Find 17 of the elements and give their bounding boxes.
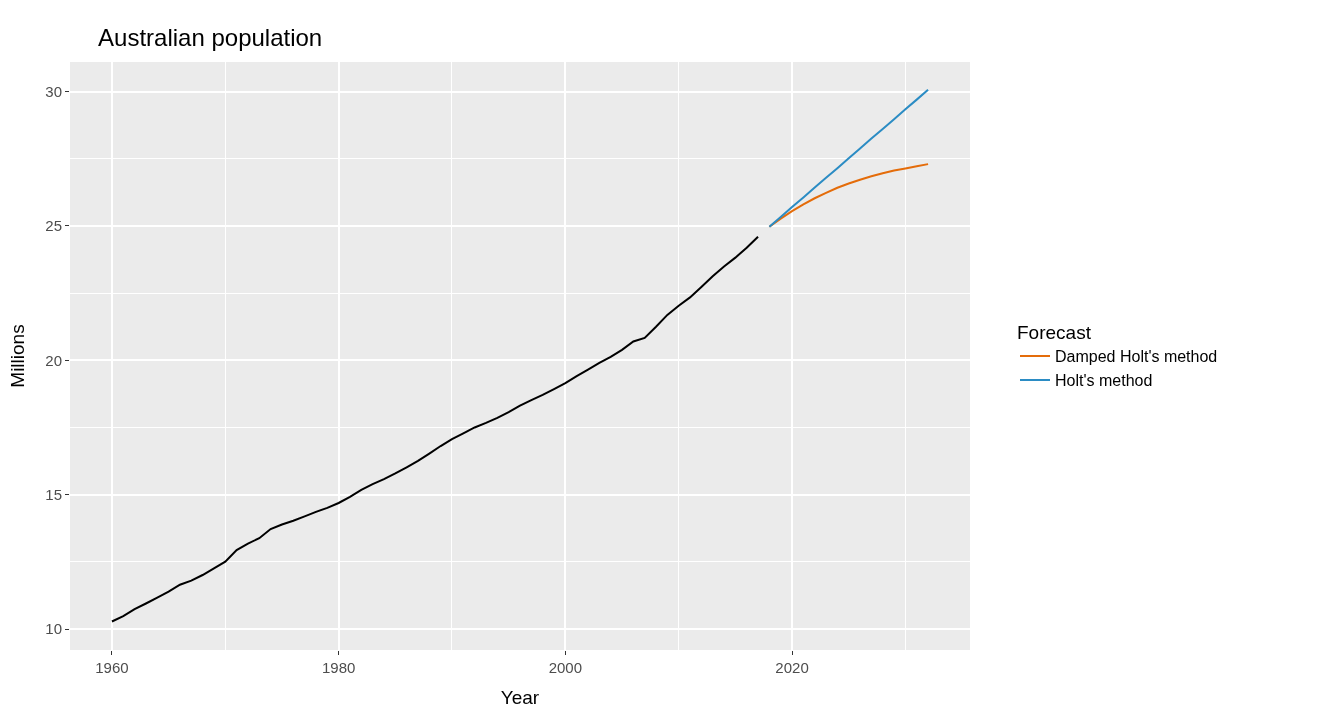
- legend-title: Forecast: [1017, 322, 1092, 344]
- y-tick-label: 10: [45, 620, 62, 638]
- line-series: [768, 88, 930, 228]
- y-tick-label: 15: [45, 485, 62, 503]
- y-tick-label: 25: [45, 217, 62, 235]
- x-tick-label: 1960: [95, 659, 129, 676]
- legend-label: Holt's method: [1055, 372, 1153, 390]
- x-tick-label: 2000: [548, 659, 583, 676]
- y-tick-label: 20: [45, 351, 62, 369]
- x-tick-label: 2020: [775, 659, 809, 676]
- legend-label: Damped Holt's method: [1055, 348, 1218, 366]
- line-series: [110, 235, 760, 623]
- y-tick-label: 30: [45, 82, 62, 100]
- y-axis-title: Millions: [7, 324, 29, 388]
- x-tick-label: 1980: [321, 659, 356, 676]
- x-axis-title: Year: [500, 686, 540, 708]
- chart-title: Australian population: [98, 23, 323, 51]
